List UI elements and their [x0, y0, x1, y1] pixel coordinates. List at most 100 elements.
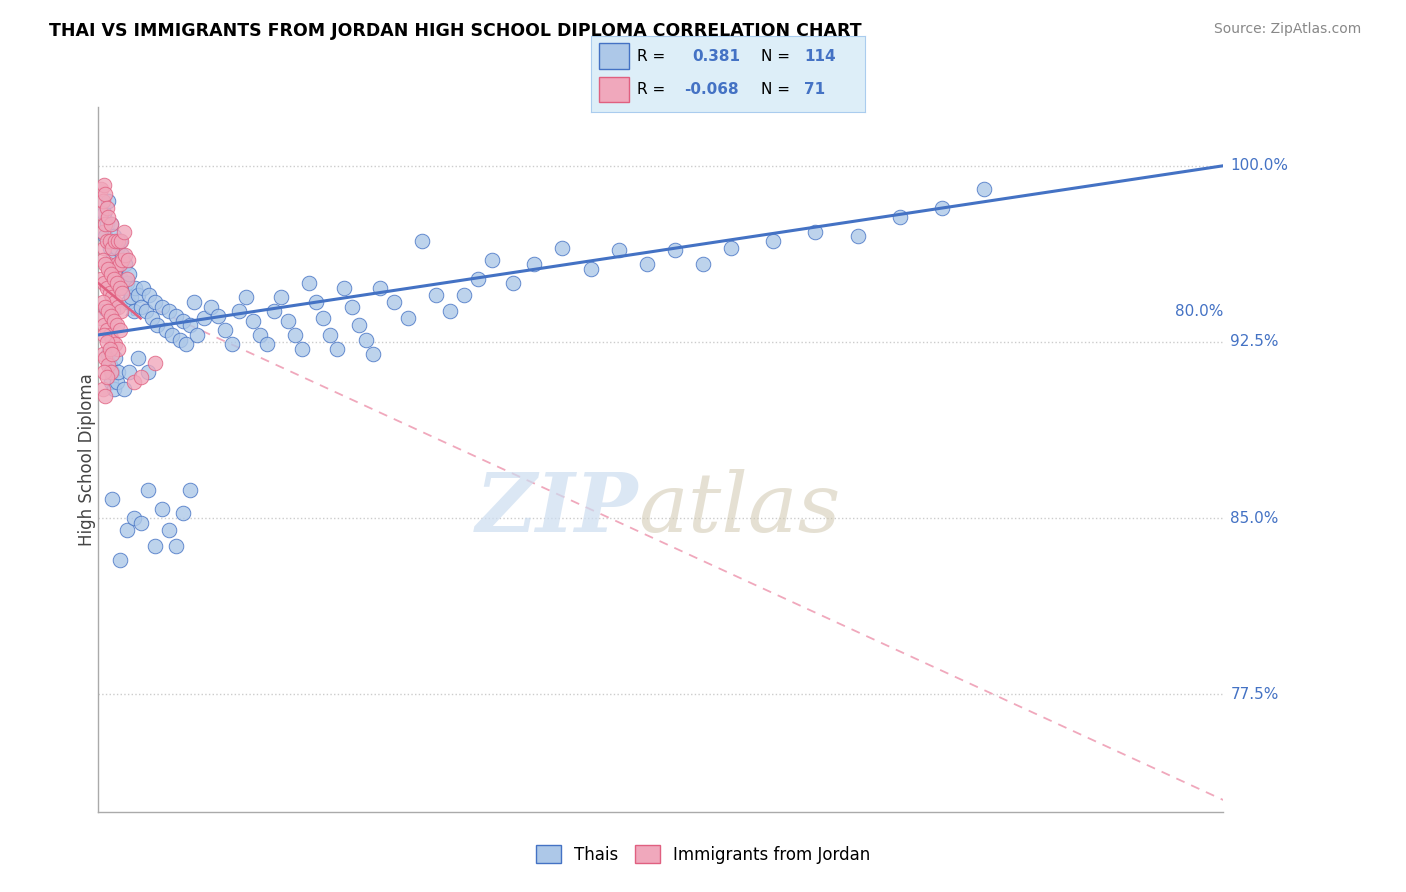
Point	[91, 382, 114, 396]
Point	[101, 290, 124, 304]
Point	[108, 281, 131, 295]
Text: N =: N =	[761, 82, 790, 97]
Point	[284, 327, 307, 342]
Point	[111, 252, 134, 267]
Point	[100, 267, 122, 281]
Text: 77.5%: 77.5%	[1230, 687, 1278, 702]
Legend: Thais, Immigrants from Jordan: Thais, Immigrants from Jordan	[529, 838, 877, 871]
Point	[136, 366, 159, 380]
Text: 85.0%: 85.0%	[1230, 510, 1278, 525]
Text: 100.0%: 100.0%	[1230, 158, 1288, 173]
Point	[98, 241, 121, 255]
Point	[94, 351, 117, 366]
Point	[551, 241, 574, 255]
Point	[90, 206, 112, 220]
Point	[636, 257, 658, 271]
Point	[326, 342, 349, 356]
Point	[340, 300, 363, 314]
Point	[200, 300, 222, 314]
Point	[664, 244, 686, 258]
Point	[115, 277, 138, 291]
Text: R =: R =	[637, 82, 665, 97]
Point	[94, 218, 117, 232]
Point	[481, 252, 503, 267]
Point	[720, 241, 742, 255]
Point	[692, 257, 714, 271]
Point	[105, 257, 128, 271]
Point	[172, 314, 194, 328]
Point	[214, 323, 236, 337]
Point	[90, 311, 112, 326]
Point	[96, 234, 118, 248]
Point	[579, 262, 602, 277]
Point	[91, 295, 114, 310]
Point	[607, 244, 630, 258]
Point	[249, 327, 271, 342]
Point	[90, 182, 112, 196]
Point	[93, 206, 115, 220]
Point	[263, 304, 285, 318]
Point	[129, 300, 152, 314]
Point	[96, 201, 118, 215]
Point	[193, 311, 215, 326]
Point	[150, 300, 173, 314]
Point	[312, 311, 335, 326]
Point	[228, 304, 250, 318]
Point	[127, 351, 149, 366]
Point	[298, 277, 321, 291]
Point	[96, 370, 118, 384]
Point	[453, 288, 475, 302]
Point	[110, 304, 132, 318]
Point	[101, 366, 124, 380]
Point	[242, 314, 264, 328]
Point	[101, 492, 124, 507]
Point	[124, 281, 146, 295]
Point	[174, 337, 197, 351]
Point	[115, 271, 138, 285]
Point	[804, 225, 827, 239]
Point	[368, 281, 391, 295]
Point	[115, 523, 138, 537]
Point	[108, 323, 131, 337]
Point	[183, 295, 205, 310]
Point	[135, 304, 157, 318]
Point	[101, 333, 124, 347]
Point	[98, 359, 121, 373]
Point	[98, 234, 121, 248]
Point	[94, 389, 117, 403]
Point	[160, 327, 183, 342]
Point	[138, 288, 160, 302]
Point	[100, 218, 122, 232]
Point	[112, 225, 135, 239]
Point	[105, 277, 128, 291]
Point	[157, 304, 180, 318]
Point	[179, 318, 201, 333]
Point	[129, 370, 152, 384]
Point	[889, 211, 911, 225]
Point	[90, 271, 112, 285]
Point	[101, 241, 124, 255]
Point	[93, 277, 115, 291]
Point	[96, 323, 118, 337]
Point	[354, 333, 377, 347]
Point	[100, 375, 122, 389]
Point	[122, 304, 145, 318]
Point	[100, 218, 122, 232]
Point	[179, 483, 201, 497]
Point	[97, 257, 120, 271]
Point	[127, 288, 149, 302]
Point	[319, 327, 342, 342]
Point	[114, 248, 136, 262]
Point	[347, 318, 370, 333]
Point	[97, 211, 120, 225]
Point	[111, 285, 134, 300]
Point	[97, 304, 120, 318]
Point	[93, 241, 115, 255]
Point	[93, 318, 115, 333]
Point	[98, 327, 121, 342]
Point	[117, 252, 139, 267]
Point	[103, 314, 125, 328]
Point	[118, 267, 141, 281]
Point	[169, 333, 191, 347]
Point	[112, 382, 135, 396]
